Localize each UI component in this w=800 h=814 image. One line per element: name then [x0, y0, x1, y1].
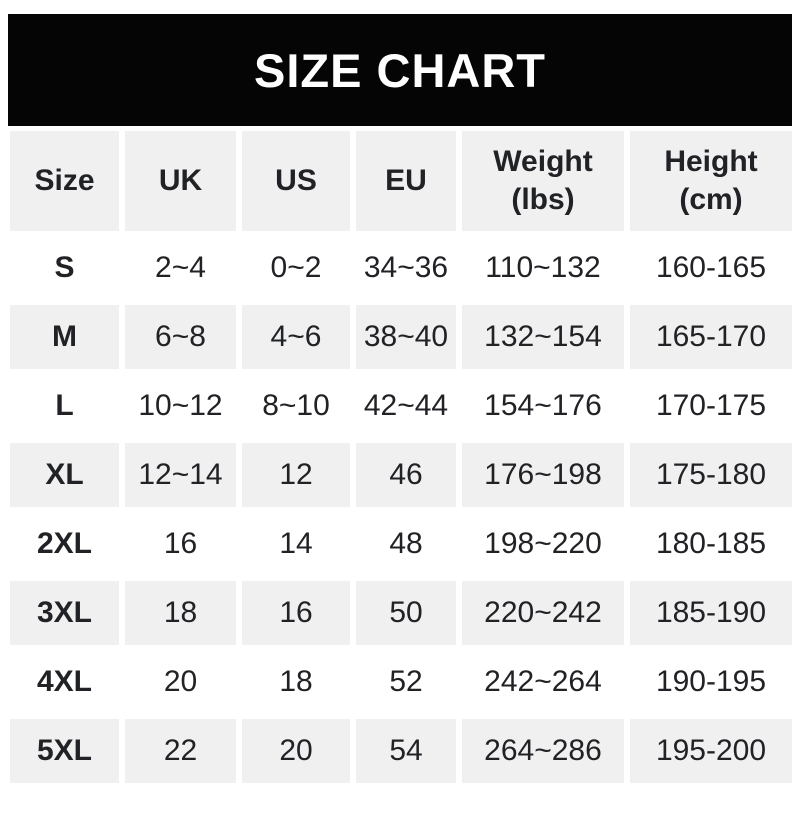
- column-header-us: US: [242, 131, 350, 231]
- table-row: 4XL 20 18 52 242~264 190-195: [10, 650, 792, 714]
- table-row: M 6~8 4~6 38~40 132~154 165-170: [10, 305, 792, 369]
- cell-eu: 38~40: [356, 305, 456, 369]
- cell-height: 175-180: [630, 443, 792, 507]
- cell-height: 195-200: [630, 719, 792, 783]
- cell-us: 8~10: [242, 374, 350, 438]
- cell-eu: 50: [356, 581, 456, 645]
- cell-eu: 34~36: [356, 236, 456, 300]
- cell-height: 170-175: [630, 374, 792, 438]
- cell-weight: 132~154: [462, 305, 624, 369]
- cell-size: 2XL: [10, 512, 119, 576]
- cell-uk: 2~4: [125, 236, 236, 300]
- cell-height: 190-195: [630, 650, 792, 714]
- cell-us: 18: [242, 650, 350, 714]
- cell-uk: 16: [125, 512, 236, 576]
- cell-weight: 220~242: [462, 581, 624, 645]
- cell-uk: 22: [125, 719, 236, 783]
- cell-uk: 18: [125, 581, 236, 645]
- cell-eu: 52: [356, 650, 456, 714]
- cell-size: 3XL: [10, 581, 119, 645]
- table-row: 5XL 22 20 54 264~286 195-200: [10, 719, 792, 783]
- cell-eu: 48: [356, 512, 456, 576]
- cell-eu: 42~44: [356, 374, 456, 438]
- cell-us: 20: [242, 719, 350, 783]
- column-header-height: Height (cm): [630, 131, 792, 231]
- cell-size: M: [10, 305, 119, 369]
- chart-title-banner: SIZE CHART: [8, 14, 792, 126]
- table-row: 2XL 16 14 48 198~220 180-185: [10, 512, 792, 576]
- column-header-weight: Weight (lbs): [462, 131, 624, 231]
- cell-uk: 10~12: [125, 374, 236, 438]
- cell-uk: 12~14: [125, 443, 236, 507]
- cell-size: S: [10, 236, 119, 300]
- column-header-uk: UK: [125, 131, 236, 231]
- table-row: XL 12~14 12 46 176~198 175-180: [10, 443, 792, 507]
- size-chart-page: SIZE CHART Size UK US EU Weight (lbs) Height (c…: [0, 14, 800, 788]
- table-row: 3XL 18 16 50 220~242 185-190: [10, 581, 792, 645]
- cell-size: 4XL: [10, 650, 119, 714]
- page-title: SIZE CHART: [254, 43, 546, 97]
- cell-us: 16: [242, 581, 350, 645]
- cell-size: 5XL: [10, 719, 119, 783]
- cell-us: 12: [242, 443, 350, 507]
- size-table: Size UK US EU Weight (lbs) Height (cm) S 2~4 0~2 3…: [4, 126, 798, 788]
- cell-uk: 20: [125, 650, 236, 714]
- cell-weight: 242~264: [462, 650, 624, 714]
- cell-us: 14: [242, 512, 350, 576]
- table-header: Size UK US EU Weight (lbs) Height (cm): [10, 131, 792, 231]
- cell-weight: 110~132: [462, 236, 624, 300]
- cell-height: 180-185: [630, 512, 792, 576]
- cell-eu: 54: [356, 719, 456, 783]
- cell-height: 160-165: [630, 236, 792, 300]
- cell-eu: 46: [356, 443, 456, 507]
- cell-weight: 198~220: [462, 512, 624, 576]
- cell-weight: 154~176: [462, 374, 624, 438]
- cell-weight: 176~198: [462, 443, 624, 507]
- table-body: S 2~4 0~2 34~36 110~132 160-165 M 6~8 4~6 38~40 13…: [10, 236, 792, 783]
- cell-us: 0~2: [242, 236, 350, 300]
- table-row: S 2~4 0~2 34~36 110~132 160-165: [10, 236, 792, 300]
- cell-size: L: [10, 374, 119, 438]
- column-header-size: Size: [10, 131, 119, 231]
- cell-height: 165-170: [630, 305, 792, 369]
- table-row: L 10~12 8~10 42~44 154~176 170-175: [10, 374, 792, 438]
- cell-weight: 264~286: [462, 719, 624, 783]
- column-header-eu: EU: [356, 131, 456, 231]
- cell-uk: 6~8: [125, 305, 236, 369]
- header-row: Size UK US EU Weight (lbs) Height (cm): [10, 131, 792, 231]
- cell-us: 4~6: [242, 305, 350, 369]
- cell-size: XL: [10, 443, 119, 507]
- cell-height: 185-190: [630, 581, 792, 645]
